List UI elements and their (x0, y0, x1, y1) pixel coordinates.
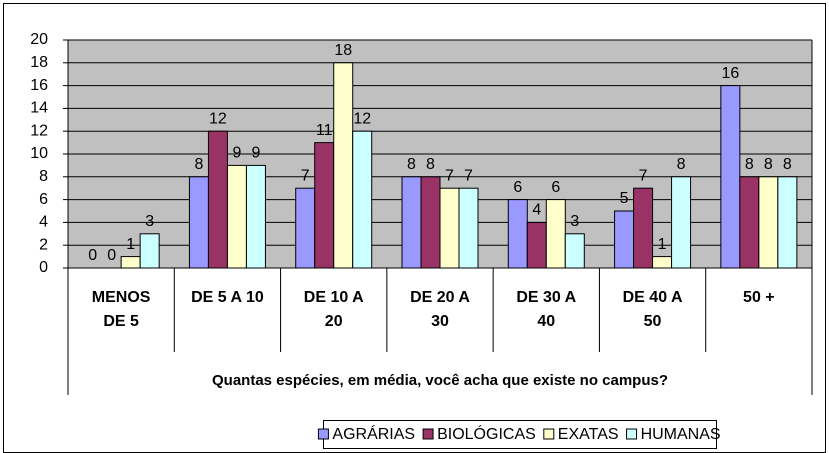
data-label: 12 (353, 110, 371, 127)
data-label: 11 (316, 122, 333, 139)
data-label: 3 (570, 213, 579, 230)
legend-swatch (626, 428, 638, 440)
y-tick-label: 6 (39, 191, 48, 208)
bar (352, 130, 373, 269)
data-label: 18 (334, 42, 352, 59)
bar (295, 187, 316, 269)
data-label: 8 (407, 156, 416, 173)
data-label: 8 (426, 156, 435, 173)
bar (333, 62, 354, 269)
data-label: 9 (232, 145, 241, 162)
data-label: 3 (145, 213, 154, 230)
y-tick-label: 8 (39, 168, 48, 185)
data-label: 5 (620, 190, 629, 207)
bar (526, 221, 547, 269)
bar (564, 233, 585, 269)
bar (545, 199, 566, 269)
bar (188, 176, 209, 269)
data-label: 4 (532, 202, 541, 219)
legend-label: EXATAS (558, 426, 619, 443)
data-label: 9 (251, 145, 260, 162)
legend-label: BIOLÓGICAS (437, 424, 536, 443)
x-tick-label: MENOS DE 5 (91, 289, 151, 330)
data-label: 6 (551, 179, 560, 196)
data-label: 8 (783, 156, 792, 173)
data-label: 0 (107, 247, 116, 264)
legend-label: AGRÁRIAS (332, 424, 415, 443)
data-label: 8 (194, 156, 203, 173)
y-tick-label: 2 (39, 236, 48, 253)
x-tick-label: 50 + (743, 289, 775, 306)
bar (720, 85, 741, 269)
bar (120, 256, 141, 269)
data-label: 7 (464, 167, 473, 184)
x-tick-label: DE 10 A 20 (303, 289, 364, 330)
x-tick-label: DE 40 A 50 (622, 289, 683, 330)
y-tick-label: 4 (39, 214, 48, 231)
y-tick-label: 14 (30, 100, 48, 117)
x-tick-label: DE 30 A 40 (516, 289, 577, 330)
y-tick-label: 12 (30, 122, 48, 139)
data-label: 8 (745, 156, 754, 173)
bar (420, 176, 441, 269)
data-label: 16 (721, 65, 739, 82)
legend-swatch (317, 428, 329, 440)
legend-swatch (422, 428, 434, 440)
legend-box (323, 420, 717, 449)
bar (652, 256, 673, 269)
bar (226, 164, 247, 269)
x-tick-label: DE 5 A 10 (191, 289, 264, 306)
bar (758, 176, 779, 269)
bar (139, 233, 160, 269)
data-label: 1 (658, 236, 667, 253)
bar (614, 210, 635, 269)
data-label: 12 (209, 110, 227, 127)
bar (671, 176, 692, 269)
data-label: 6 (513, 179, 522, 196)
data-label: 7 (301, 167, 310, 184)
x-axis-title: Quantas espécies, em média, você acha qu… (212, 372, 668, 389)
legend-label: HUMANAS (641, 426, 721, 443)
bar (507, 199, 528, 269)
data-label: 7 (639, 167, 648, 184)
bar (777, 176, 798, 269)
bar (314, 142, 335, 269)
bar (207, 130, 228, 269)
x-tick-label: DE 20 A 30 (410, 289, 470, 330)
bar (458, 187, 479, 269)
y-tick-label: 10 (30, 145, 48, 162)
bar (245, 164, 266, 269)
bar (633, 187, 654, 269)
bar (439, 187, 460, 269)
data-label: 0 (88, 247, 97, 264)
y-tick-label: 18 (30, 54, 48, 71)
y-tick-label: 16 (30, 77, 48, 94)
data-label: 7 (445, 167, 454, 184)
data-label: 8 (677, 156, 686, 173)
data-label: 8 (764, 156, 773, 173)
y-tick-label: 20 (30, 31, 48, 48)
legend-swatch (543, 428, 555, 440)
y-tick-label: 0 (39, 259, 48, 276)
data-label: 1 (126, 236, 135, 253)
bar (401, 176, 422, 269)
bar (739, 176, 760, 269)
